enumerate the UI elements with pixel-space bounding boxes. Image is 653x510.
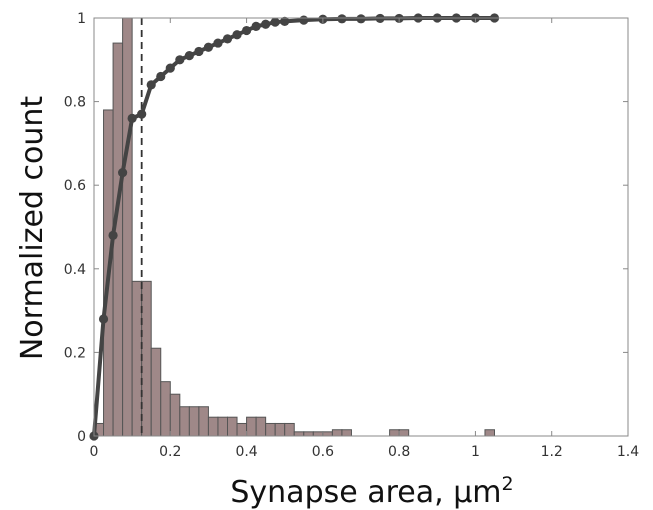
histogram-bar	[207, 416, 219, 437]
y-tick-label: 0.4	[64, 262, 86, 278]
histogram-bar	[169, 393, 181, 437]
cumulative-point	[108, 230, 118, 240]
y-tick-label: 0	[77, 429, 86, 445]
cumulative-point	[156, 71, 166, 82]
histogram-bar	[312, 431, 324, 437]
histogram-bar	[389, 429, 400, 437]
histogram-bar	[217, 416, 228, 437]
histogram-bar	[293, 431, 305, 437]
cumulative-point	[270, 17, 280, 27]
x-tick-label: 0.4	[235, 444, 257, 460]
histogram-bar	[265, 422, 276, 437]
x-tick-label: 0.8	[388, 444, 410, 460]
histogram-bar	[341, 429, 352, 437]
x-tick-label: 1.4	[617, 444, 639, 460]
x-tick-label: 0	[90, 444, 99, 460]
cumulative-point	[146, 80, 156, 90]
histogram-bar	[331, 429, 343, 437]
histogram-bar	[198, 406, 209, 437]
histogram-bar	[246, 416, 257, 437]
cumulative-point	[337, 14, 347, 24]
histogram-bar	[179, 406, 190, 437]
cumulative-point	[137, 109, 147, 119]
x-tick-label: 1	[471, 444, 480, 460]
cumulative-point	[127, 113, 137, 123]
cumulative-point	[194, 46, 204, 57]
histogram-bar	[398, 429, 410, 437]
histogram-bar	[227, 416, 238, 437]
histogram-bar	[141, 280, 152, 437]
axes-box	[93, 17, 629, 437]
y-tick-label: 1	[77, 11, 86, 27]
cumulative-point	[165, 63, 175, 73]
cumulative-point	[241, 25, 252, 36]
cumulative-point	[251, 21, 261, 31]
histogram-bar	[284, 422, 295, 437]
histogram-bar	[150, 347, 162, 437]
cumulative-point	[299, 15, 309, 25]
y-tick-label: 0.8	[64, 95, 86, 111]
cumulative-point	[232, 30, 242, 40]
histogram-bar	[274, 422, 286, 437]
cumulative-point	[98, 314, 109, 324]
cumulative-point	[280, 16, 290, 26]
histogram-bar	[160, 381, 171, 437]
histogram-bar	[131, 280, 143, 437]
x-tick-label: 0.6	[312, 444, 334, 460]
cumulative-point	[203, 42, 214, 52]
cumulative-point	[261, 19, 271, 29]
y-axis-title: Normalized count	[15, 96, 50, 361]
x-tick-label: 0.2	[159, 444, 181, 460]
cumulative-point	[356, 14, 366, 24]
cumulative-point	[175, 55, 185, 65]
y-tick-label: 0.6	[64, 178, 86, 194]
y-tick-label: 0.2	[64, 345, 86, 361]
histogram-bar	[322, 431, 333, 437]
cumulative-point	[118, 168, 128, 178]
cumulative-point	[213, 38, 223, 48]
histogram-bar	[255, 416, 267, 437]
histogram-bar	[236, 422, 248, 437]
cumulative-point	[184, 51, 194, 61]
histogram-bar	[484, 429, 496, 437]
cumulative-point	[222, 34, 233, 44]
x-tick-label: 1.2	[541, 444, 563, 460]
histogram-bar	[188, 406, 200, 437]
x-axis-title: Synapse area, μm2	[230, 473, 513, 510]
histogram-bar	[122, 17, 133, 437]
histogram-bar	[303, 431, 314, 437]
